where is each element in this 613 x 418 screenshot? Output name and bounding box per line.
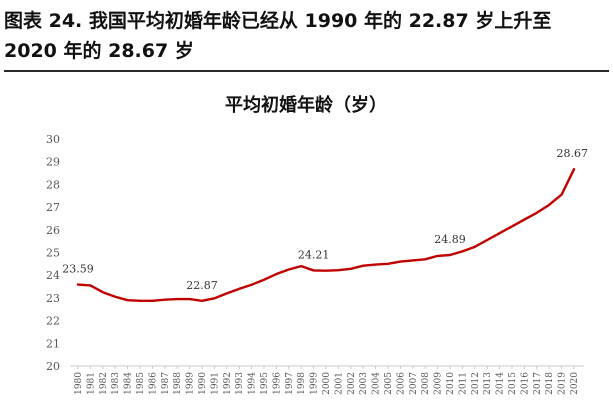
x-tick-label: 2018 <box>545 372 555 395</box>
x-tick-label: 2011 <box>458 372 468 395</box>
x-tick-label: 1988 <box>173 372 183 395</box>
y-tick-label: 29 <box>46 156 60 169</box>
x-tick-label: 2017 <box>533 372 543 395</box>
series-line <box>76 167 576 303</box>
y-tick-label: 28 <box>46 178 60 191</box>
x-tick-label: 2010 <box>446 372 456 395</box>
data-label: 28.67 <box>557 147 589 160</box>
x-axis: 1980 1981 1982 1983 1984 1985 1986 1987 1988 1989… <box>74 366 580 395</box>
x-tick-label: 1989 <box>186 372 196 395</box>
x-tick-label: 1980 <box>74 372 84 395</box>
data-labels: 23.59 22.87 24.21 24.89 28.67 <box>62 147 588 292</box>
y-tick-label: 26 <box>46 224 60 237</box>
y-axis: 20 21 22 23 24 25 26 27 28 29 30 <box>46 133 60 373</box>
x-tick-label: 2014 <box>496 372 506 395</box>
chart-title: 平均初婚年龄（岁） <box>225 94 387 116</box>
x-tick-label: 2002 <box>347 372 357 395</box>
y-tick-label: 25 <box>46 247 60 260</box>
y-tick-label: 22 <box>46 315 60 328</box>
x-tick-label: 2003 <box>359 372 369 395</box>
x-tick-label: 2013 <box>483 372 493 395</box>
x-tick-label: 1994 <box>248 372 258 395</box>
x-tick-label: 1992 <box>223 372 233 395</box>
data-label: 24.21 <box>298 248 330 261</box>
x-tick-label: 2000 <box>322 372 332 395</box>
x-tick-label: 1996 <box>272 372 282 395</box>
data-label: 23.59 <box>62 263 94 276</box>
y-tick-label: 27 <box>46 201 60 214</box>
x-tick-label: 1982 <box>99 372 109 395</box>
data-label: 24.89 <box>434 233 466 246</box>
y-tick-label: 21 <box>46 337 60 350</box>
x-tick-label: 2005 <box>384 372 394 395</box>
x-tick-label: 1985 <box>136 372 146 395</box>
x-tick-label: 1999 <box>310 372 320 395</box>
x-tick-label: 1998 <box>297 372 307 395</box>
x-tick-label: 1993 <box>235 372 245 395</box>
x-tick-label: 2020 <box>570 372 580 395</box>
x-tick-label: 1984 <box>124 372 134 395</box>
x-tick-label: 1981 <box>86 372 96 395</box>
y-tick-label: 30 <box>46 133 60 146</box>
x-tick-label: 1990 <box>198 372 208 395</box>
x-tick-label: 2001 <box>334 372 344 395</box>
x-tick-label: 1987 <box>161 372 171 395</box>
x-tick-label: 2012 <box>471 372 481 395</box>
x-tick-label: 2016 <box>520 372 530 395</box>
y-tick-label: 23 <box>46 292 60 305</box>
x-tick-label: 2004 <box>372 372 382 395</box>
y-tick-label: 20 <box>46 360 60 373</box>
y-tick-label: 24 <box>46 269 60 282</box>
x-tick-label: 1997 <box>285 372 295 395</box>
x-tick-label: 2008 <box>421 372 431 395</box>
x-tick-label: 1983 <box>111 372 121 395</box>
title-divider <box>4 70 609 72</box>
x-tick-label: 2007 <box>409 372 419 395</box>
data-label: 22.87 <box>186 279 218 292</box>
x-tick-label: 2006 <box>396 372 406 395</box>
x-tick-label: 2015 <box>508 372 518 395</box>
x-tick-label: 1995 <box>260 372 270 395</box>
figure-title: 图表 24. 我国平均初婚年龄已经从 1990 年的 22.87 岁上升至 20… <box>4 10 552 62</box>
x-tick-label: 1986 <box>148 372 158 395</box>
x-tick-label: 2009 <box>434 372 444 395</box>
x-tick-label: 1991 <box>210 372 220 395</box>
x-tick-label: 2019 <box>558 372 568 395</box>
